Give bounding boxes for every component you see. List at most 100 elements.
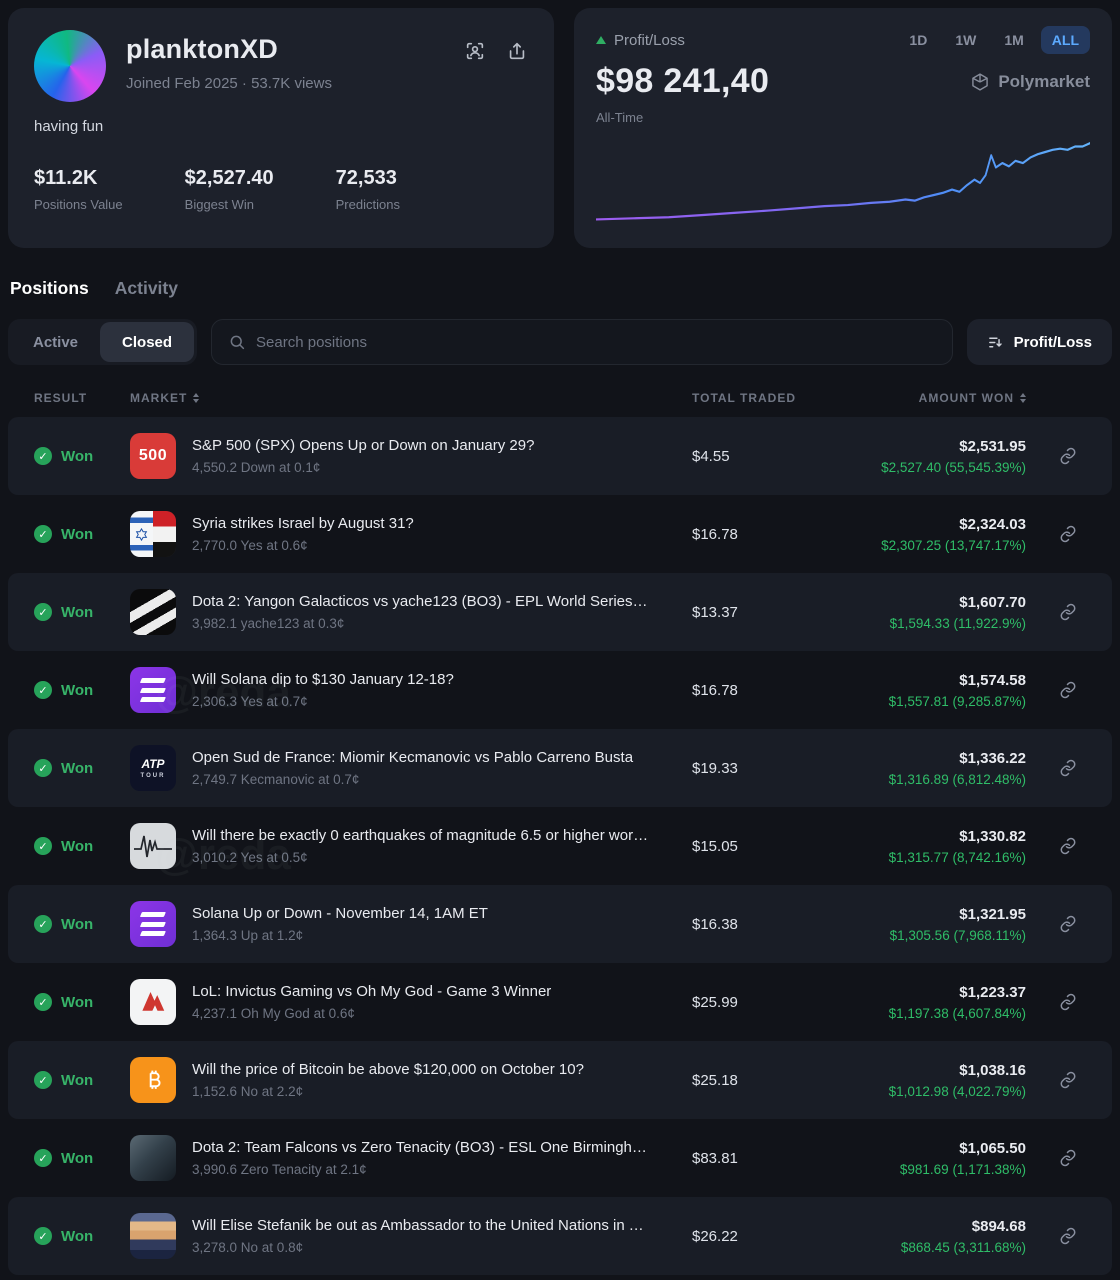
amount-won: $894.68	[971, 1217, 1026, 1235]
link-icon[interactable]	[1059, 1227, 1077, 1245]
result-cell: ✓ Won	[34, 993, 130, 1011]
range-1d-button[interactable]: 1D	[898, 26, 938, 54]
table-header: RESULT MARKET TOTAL TRADED AMOUNT WON	[8, 381, 1112, 415]
range-all-button[interactable]: ALL	[1040, 26, 1090, 54]
market-title[interactable]: Dota 2: Yangon Galacticos vs yache123 (B…	[192, 593, 650, 610]
link-icon[interactable]	[1059, 759, 1077, 777]
position-row[interactable]: ✓ Won ATP TOUR Open Sud de France: Miomir…	[8, 729, 1112, 807]
amount-won-profit: $868.45 (3,311.68%)	[900, 1239, 1026, 1255]
pnl-card: Profit/Loss 1D 1W 1M ALL $98 241,40 All-Tim…	[574, 8, 1112, 248]
position-row[interactable]: ✓ Won Will there be exactly 0 earthquake…	[8, 807, 1112, 885]
link-icon[interactable]	[1059, 837, 1077, 855]
header-total-traded[interactable]: TOTAL TRADED	[692, 391, 796, 405]
tab-activity[interactable]: Activity	[114, 278, 178, 298]
won-check-icon: ✓	[34, 603, 52, 621]
total-traded: $83.81	[692, 1149, 738, 1167]
amount-cell: $2,531.95 $2,527.40 (55,545.39%)	[800, 438, 1040, 475]
link-icon[interactable]	[1059, 993, 1077, 1011]
link-icon[interactable]	[1059, 681, 1077, 699]
result-label: Won	[61, 681, 94, 699]
header-amount-won[interactable]: AMOUNT WON	[800, 391, 1040, 405]
amount-cell: $1,321.95 $1,305.56 (7,968.11%)	[800, 906, 1040, 943]
pnl-period: All-Time	[596, 110, 644, 125]
link-icon[interactable]	[1059, 525, 1077, 543]
result-cell: ✓ Won	[34, 681, 130, 699]
market-position: 1,152.6 No at 2.2¢	[192, 1084, 304, 1099]
won-check-icon: ✓	[34, 837, 52, 855]
market-cell: ATP TOUR Open Sud de France: Miomir Kecma…	[130, 745, 670, 791]
amount-won: $1,330.82	[959, 827, 1026, 845]
market-title[interactable]: Dota 2: Team Falcons vs Zero Tenacity (B…	[192, 1139, 650, 1156]
market-title[interactable]: Syria strikes Israel by August 31?	[192, 515, 414, 532]
link-icon[interactable]	[1059, 1071, 1077, 1089]
link-icon[interactable]	[1059, 447, 1077, 465]
search-input[interactable]	[256, 333, 936, 351]
market-title[interactable]: Will Solana dip to $130 January 12-18?	[192, 671, 454, 688]
avatar	[34, 30, 106, 102]
amount-won-profit: $1,557.81 (9,285.87%)	[888, 693, 1026, 709]
stripes-icon	[130, 589, 176, 635]
closed-filter-button[interactable]: Closed	[100, 322, 195, 362]
qr-scan-icon[interactable]	[464, 40, 486, 62]
amount-won: $1,065.50	[959, 1139, 1026, 1157]
sort-arrows-icon	[193, 393, 200, 403]
won-check-icon: ✓	[34, 1227, 52, 1245]
market-title[interactable]: Will there be exactly 0 earthquakes of m…	[192, 827, 650, 844]
result-label: Won	[61, 993, 94, 1011]
solana-icon	[130, 667, 176, 713]
amount-cell: $1,607.70 $1,594.33 (11,922.9%)	[800, 594, 1040, 631]
range-1m-button[interactable]: 1M	[993, 26, 1034, 54]
position-row[interactable]: ✓ Won Will Elise Stefanik be out as Amba…	[8, 1197, 1112, 1275]
positions-controls: Active Closed Profit/Loss	[8, 319, 1112, 365]
position-row[interactable]: ✓ Won Will Solana dip to $130 January 12…	[8, 651, 1112, 729]
market-title[interactable]: Open Sud de France: Miomir Kecmanovic vs…	[192, 749, 634, 766]
amount-won-profit: $1,594.33 (11,922.9%)	[889, 615, 1026, 631]
link-icon[interactable]	[1059, 603, 1077, 621]
position-row[interactable]: ✓ Won Will the price of Bitcoin be above…	[8, 1041, 1112, 1119]
total-traded: $4.55	[692, 447, 730, 465]
sort-profit-loss-button[interactable]: Profit/Loss	[966, 319, 1112, 365]
result-label: Won	[61, 915, 94, 933]
position-row[interactable]: ✓ Won Dota 2: Team Falcons vs Zero Tenac…	[8, 1119, 1112, 1197]
amount-cell: $1,038.16 $1,012.98 (4,022.79%)	[800, 1062, 1040, 1099]
result-cell: ✓ Won	[34, 447, 130, 465]
amount-cell: $1,223.37 $1,197.38 (4,607.84%)	[800, 984, 1040, 1021]
total-traded: $16.78	[692, 681, 738, 699]
position-row[interactable]: ✓ Won LoL: Invictus Gaming vs Oh My God …	[8, 963, 1112, 1041]
lol-icon	[130, 979, 176, 1025]
total-traded: $16.38	[692, 915, 738, 933]
market-position: 1,364.3 Up at 1.2¢	[192, 928, 304, 943]
won-check-icon: ✓	[34, 1149, 52, 1167]
market-title[interactable]: S&P 500 (SPX) Opens Up or Down on Januar…	[192, 437, 535, 454]
won-check-icon: ✓	[34, 525, 52, 543]
amount-cell: $894.68 $868.45 (3,311.68%)	[800, 1218, 1040, 1255]
header-result[interactable]: RESULT	[34, 391, 88, 405]
market-position: 3,010.2 Yes at 0.5¢	[192, 850, 308, 865]
active-filter-button[interactable]: Active	[11, 322, 100, 362]
position-row[interactable]: ✓ Won 500 S&P 500 (SPX) Opens Up or Down…	[8, 417, 1112, 495]
amount-won: $1,321.95	[959, 905, 1026, 923]
market-cell: Will Elise Stefanik be out as Ambassador…	[130, 1213, 670, 1259]
market-title[interactable]: LoL: Invictus Gaming vs Oh My God - Game…	[192, 983, 552, 1000]
status-toggle: Active Closed	[8, 319, 198, 365]
total-traded: $25.99	[692, 993, 738, 1011]
header-market[interactable]: MARKET	[130, 391, 670, 405]
amount-won-profit: $2,527.40 (55,545.39%)	[881, 459, 1026, 475]
market-title[interactable]: Solana Up or Down - November 14, 1AM ET	[192, 905, 488, 922]
market-cell: LoL: Invictus Gaming vs Oh My God - Game…	[130, 979, 670, 1025]
tab-positions[interactable]: Positions	[10, 278, 89, 298]
market-title[interactable]: Will the price of Bitcoin be above $120,…	[192, 1061, 584, 1078]
position-row[interactable]: ✓ Won Syria strikes Israel by August 31?…	[8, 495, 1112, 573]
link-icon[interactable]	[1059, 1149, 1077, 1167]
market-position: 2,306.3 Yes at 0.7¢	[192, 694, 308, 709]
link-icon[interactable]	[1059, 915, 1077, 933]
market-title[interactable]: Will Elise Stefanik be out as Ambassador…	[192, 1217, 650, 1234]
won-check-icon: ✓	[34, 915, 52, 933]
share-icon[interactable]	[506, 40, 528, 62]
top-section: planktonXD Joined Feb 2025 · 53.7K views…	[8, 8, 1112, 248]
range-1w-button[interactable]: 1W	[944, 26, 987, 54]
market-cell: Dota 2: Yangon Galacticos vs yache123 (B…	[130, 589, 670, 635]
position-row[interactable]: ✓ Won Solana Up or Down - November 14, 1…	[8, 885, 1112, 963]
position-row[interactable]: ✓ Won Dota 2: Yangon Galacticos vs yache…	[8, 573, 1112, 651]
